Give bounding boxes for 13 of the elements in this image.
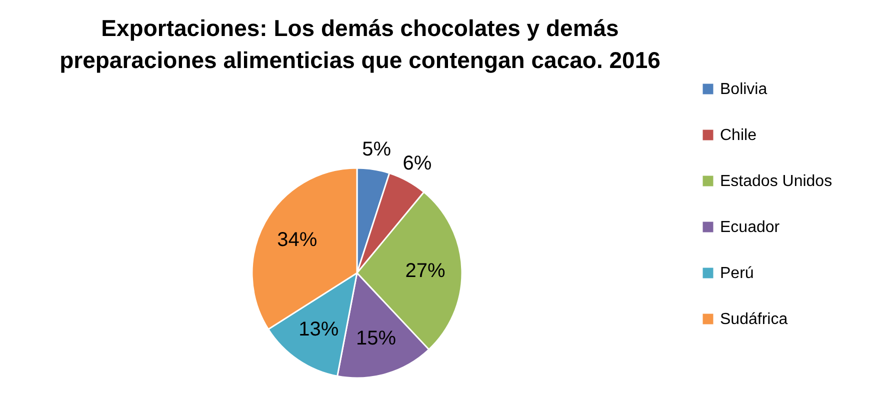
data-label: 27%	[405, 260, 446, 282]
legend-label: Chile	[720, 127, 757, 144]
data-label: 6%	[402, 152, 432, 174]
legend-label: Ecuador	[720, 219, 780, 236]
data-label: 13%	[298, 318, 339, 340]
chart-title: Exportaciones: Los demás chocolates y demás preparaciones alimenticias que contengan cacao. 2016	[60, 15, 660, 73]
data-label: 15%	[356, 328, 396, 350]
data-label: 5%	[362, 138, 392, 161]
legend-label: Perú	[720, 265, 754, 282]
legend-label: Bolivia	[720, 81, 768, 98]
legend-label: Sudáfrica	[720, 311, 788, 328]
legend-label: Estados Unidos	[720, 173, 832, 190]
data-label: 34%	[277, 229, 318, 252]
